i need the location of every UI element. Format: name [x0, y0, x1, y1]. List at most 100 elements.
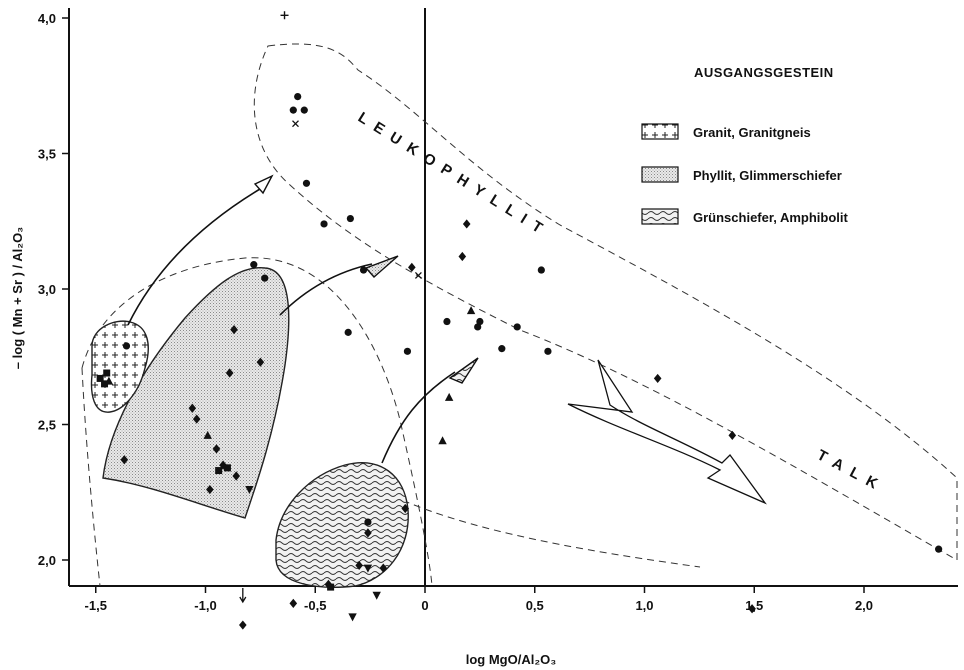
talk-boundary [349, 471, 701, 568]
y-tick-label: 4,0 [38, 11, 56, 26]
circle-marker [544, 347, 552, 355]
talk-label: TALK [814, 447, 888, 497]
circle-marker [935, 545, 943, 553]
y-tick-label: 2,5 [38, 418, 56, 433]
square-marker [215, 467, 223, 475]
square-marker [327, 583, 335, 591]
triangle-down-marker [372, 591, 381, 600]
x-tick-label: 2,0 [855, 598, 873, 613]
arrow-granit [127, 185, 266, 326]
diamond-marker [401, 503, 410, 514]
diamond-marker [289, 598, 298, 608]
x-tick-label: -0,5 [304, 598, 326, 613]
leukophyllit-label: LEUKOPHYLLIT [355, 109, 553, 242]
arrowhead-phyllit [364, 255, 399, 278]
square-marker [96, 374, 104, 382]
legend-swatch-phyllit [641, 166, 679, 183]
diamond-marker [225, 368, 234, 378]
legend-label-phyllit: Phyllit, Glimmerschiefer [693, 168, 842, 183]
arrowhead-granit [253, 174, 274, 195]
triangle-marker [438, 436, 447, 445]
phyllit-area [102, 267, 290, 519]
plus-marker [280, 11, 289, 20]
circle-marker [537, 266, 545, 274]
triangle-marker [203, 430, 212, 439]
leukophyllit-field [253, 43, 958, 561]
circle-marker [261, 274, 269, 282]
triangle-down-marker [363, 564, 373, 573]
diamond-marker [230, 325, 238, 335]
axis-ticks: -1,5 -1,0 -0,5 0 0,5 1,0 1,5 2,0 2,0 2,5 3,0 3,5 4,0 [38, 11, 873, 613]
diamond-marker [206, 484, 214, 495]
diamond-marker [192, 414, 201, 424]
legend-swatch-gruenschiefer [641, 208, 679, 225]
diamond-marker [188, 403, 197, 413]
legend-title: AUSGANGSGESTEIN [694, 65, 834, 80]
circle-marker [476, 317, 484, 326]
circle-marker [300, 106, 308, 114]
square-marker [223, 464, 231, 472]
circle-marker [294, 92, 302, 101]
data-points [96, 11, 943, 630]
triangle-down-marker [348, 613, 357, 622]
triangle-marker [444, 392, 454, 401]
circle-marker [359, 266, 368, 274]
square-marker [103, 369, 111, 377]
circle-marker [346, 214, 354, 223]
triangle-down-marker [245, 486, 254, 495]
x-tick-label: -1,5 [85, 598, 107, 613]
diamond-marker [462, 219, 471, 229]
granit-area [90, 320, 149, 413]
diamond-marker [232, 471, 241, 481]
x-tick-label: 1,0 [635, 598, 653, 613]
diamond-marker [120, 455, 129, 465]
circle-marker [320, 220, 328, 228]
diamond-marker [748, 604, 756, 614]
circle-marker [344, 328, 352, 336]
diamond-marker [239, 620, 247, 630]
x-tick-label: 0 [421, 598, 428, 613]
circle-marker [364, 518, 372, 526]
legend-label-granit: Granit, Granitgneis [693, 125, 811, 140]
circle-marker [513, 323, 521, 331]
arrowhead-gruenschiefer [448, 357, 479, 384]
circle-marker [498, 345, 506, 353]
legend-label-gruenschiefer: Grünschiefer, Amphibolit [693, 210, 848, 225]
x-marker [414, 271, 422, 279]
x-marker [292, 120, 299, 128]
y-tick-label: 2,0 [38, 553, 56, 568]
diamond-marker [256, 357, 265, 367]
y-axis-label: – log ( Mn + Sr ) / Al₂O₃ [10, 227, 25, 369]
diamond-marker [653, 373, 662, 384]
arrow-gruenschiefer [381, 371, 456, 464]
y-tick-label: 3,5 [38, 147, 56, 162]
circle-marker [474, 323, 482, 331]
x-tick-label: 1,5 [745, 598, 763, 613]
x-axis-label: log MgO/Al₂O₃ [466, 652, 557, 667]
triangle-marker [466, 306, 476, 315]
circle-marker [403, 347, 412, 355]
phyllit-envelope-left [81, 367, 101, 587]
diamond-marker [728, 430, 737, 440]
talk-trend-arrow [567, 359, 767, 505]
square-marker [101, 380, 109, 388]
gruenschiefer-area [275, 462, 409, 588]
y-tick-label: 3,0 [38, 282, 56, 297]
triangle-marker [104, 376, 114, 385]
diamond-marker [219, 460, 227, 470]
diamond-marker [364, 528, 372, 538]
arrow-phyllit [279, 263, 373, 316]
below-range-arrow [239, 588, 247, 604]
diamond-marker [379, 563, 388, 573]
diamond-marker [355, 560, 363, 571]
x-tick-label: -1,0 [194, 598, 216, 613]
circle-marker [443, 317, 451, 326]
circle-marker [122, 342, 131, 350]
circle-marker [289, 106, 297, 114]
diamond-marker [408, 262, 416, 272]
diamond-marker [458, 251, 467, 262]
diamond-marker [212, 444, 221, 454]
legend-swatch-granit [641, 123, 679, 140]
